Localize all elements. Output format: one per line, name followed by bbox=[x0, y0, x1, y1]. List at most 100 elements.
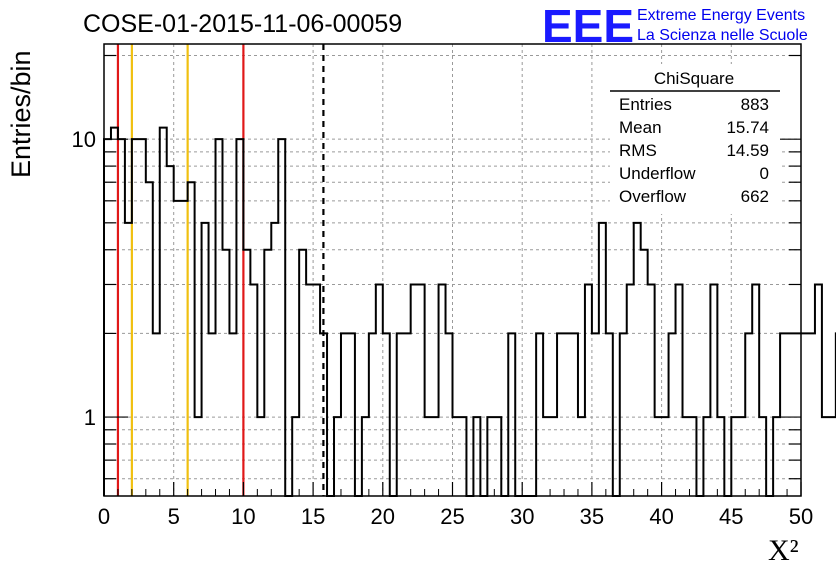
reference-lines bbox=[116, 44, 325, 496]
histogram-bin bbox=[439, 284, 446, 496]
histogram-bin bbox=[459, 417, 466, 496]
histogram-bin bbox=[411, 284, 418, 496]
histogram-bin bbox=[104, 139, 111, 496]
histogram-bin bbox=[717, 417, 724, 496]
histogram-bin bbox=[557, 333, 564, 496]
histogram-bin bbox=[306, 284, 313, 496]
stats-box: ChiSquare Entries 883 Mean 15.74 RMS 14.… bbox=[610, 64, 780, 214]
histogram-bin bbox=[543, 417, 550, 496]
histogram-bin bbox=[216, 139, 223, 496]
histogram-bin bbox=[606, 333, 613, 496]
histogram-bin bbox=[703, 417, 710, 496]
histogram-bin bbox=[815, 284, 822, 496]
stats-value-underflow: 0 bbox=[760, 164, 769, 183]
histogram-bin bbox=[348, 333, 355, 496]
histogram-bin bbox=[432, 417, 439, 496]
histogram-bin bbox=[313, 284, 320, 496]
histogram-bin bbox=[745, 333, 752, 496]
histogram-bin bbox=[662, 417, 669, 496]
x-tick-label: 5 bbox=[168, 504, 180, 529]
histogram-bin bbox=[564, 333, 571, 496]
histogram-bin bbox=[146, 182, 153, 496]
axis-ticks bbox=[103, 54, 802, 496]
histogram-bin bbox=[773, 417, 780, 496]
x-tick-label: 25 bbox=[440, 504, 464, 529]
histogram-bin bbox=[174, 201, 181, 496]
chart-title: COSE-01-2015-11-06-00059 bbox=[83, 10, 402, 38]
y-tick-label: 10 bbox=[72, 127, 96, 152]
histogram-bin bbox=[536, 333, 543, 496]
x-tick-label: 0 bbox=[98, 504, 110, 529]
x-tick-label: 10 bbox=[231, 504, 255, 529]
eee-logo-line2: La Scienza nelle Scuole bbox=[637, 27, 808, 44]
histogram-bin bbox=[397, 333, 404, 496]
histogram-bin bbox=[369, 333, 376, 496]
histogram-bin bbox=[209, 333, 216, 496]
histogram-bin bbox=[334, 417, 341, 496]
histogram-bin bbox=[494, 417, 501, 496]
stats-value-overflow: 662 bbox=[741, 187, 769, 206]
histogram-bin bbox=[731, 417, 738, 496]
stats-box-background bbox=[610, 64, 780, 214]
histogram-bin bbox=[620, 333, 627, 496]
histogram-bin bbox=[550, 417, 557, 496]
histogram-bin bbox=[202, 223, 209, 496]
stats-label-overflow: Overflow bbox=[619, 187, 687, 206]
eee-logo-line1: Extreme Energy Events bbox=[637, 7, 805, 24]
histogram-bin bbox=[599, 223, 606, 496]
histogram-bin bbox=[738, 417, 745, 496]
histogram-bin bbox=[292, 417, 299, 496]
histogram-bin bbox=[592, 333, 599, 496]
histogram-bin bbox=[787, 333, 794, 496]
grid bbox=[104, 44, 801, 496]
histogram-bin bbox=[487, 417, 494, 496]
histogram-bin bbox=[689, 417, 696, 496]
histogram-bin bbox=[362, 417, 369, 496]
histogram-bin bbox=[341, 333, 348, 496]
x-tick-label: 35 bbox=[580, 504, 604, 529]
histogram-bin bbox=[153, 333, 160, 496]
histogram-bin bbox=[418, 284, 425, 496]
histogram-bin bbox=[801, 333, 808, 496]
histogram-bin bbox=[578, 417, 585, 496]
histogram-bin bbox=[404, 333, 411, 496]
x-tick-label: 15 bbox=[301, 504, 325, 529]
histogram-bin bbox=[383, 333, 390, 496]
histogram-bin bbox=[508, 333, 515, 496]
stats-label-entries: Entries bbox=[619, 95, 672, 114]
x-tick-label: 20 bbox=[371, 504, 395, 529]
histogram-bin bbox=[257, 417, 264, 496]
x-tick-label: 45 bbox=[719, 504, 743, 529]
histogram-bin bbox=[250, 284, 257, 496]
stats-title: ChiSquare bbox=[654, 69, 734, 88]
histogram-bin bbox=[780, 333, 787, 496]
histogram-bin bbox=[376, 284, 383, 496]
stats-label-rms: RMS bbox=[619, 141, 657, 160]
histogram-bin bbox=[229, 333, 236, 496]
histogram-bin bbox=[585, 284, 592, 496]
histogram-bin bbox=[752, 284, 759, 496]
histogram-bin bbox=[669, 333, 676, 496]
stats-label-mean: Mean bbox=[619, 118, 662, 137]
histogram-bin bbox=[278, 139, 285, 496]
x-tick-label: 30 bbox=[510, 504, 534, 529]
histogram-bin bbox=[641, 250, 648, 496]
histogram-bin bbox=[299, 250, 306, 496]
histogram-bin bbox=[571, 333, 578, 496]
histogram-bin bbox=[446, 333, 453, 496]
histogram-bin bbox=[676, 284, 683, 496]
stats-value-entries: 883 bbox=[741, 95, 769, 114]
histogram-bin bbox=[160, 128, 167, 496]
histogram-bin bbox=[794, 333, 801, 496]
histogram-bin bbox=[822, 417, 829, 496]
histogram-bin bbox=[829, 417, 836, 496]
histogram-bin bbox=[808, 333, 815, 496]
x-axis-label: X² bbox=[768, 534, 799, 567]
histogram-bin bbox=[195, 417, 202, 496]
axis-tick-labels: 0 5 10 15 20 25 30 35 40 45 50 1 10 bbox=[72, 127, 814, 529]
x-tick-label: 50 bbox=[789, 504, 813, 529]
histogram-bin bbox=[425, 417, 432, 496]
histogram-bin bbox=[271, 223, 278, 496]
y-axis-label: Entries/bin bbox=[6, 50, 36, 178]
